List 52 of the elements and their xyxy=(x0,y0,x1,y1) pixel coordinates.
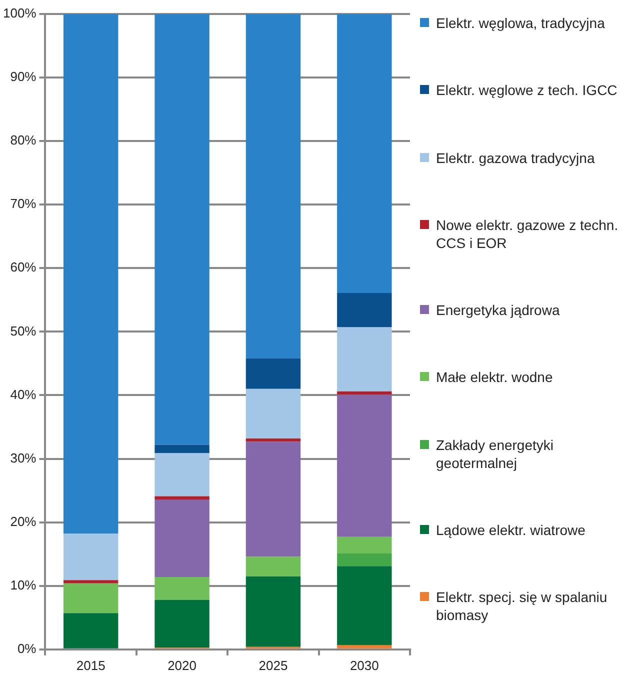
x-tick-label: 2015 xyxy=(76,658,106,673)
bar xyxy=(246,388,301,438)
y-tick-label: 0% xyxy=(17,640,37,656)
y-tick-label: 20% xyxy=(10,514,37,529)
x-tick-label: 2025 xyxy=(258,658,288,673)
y-tick-label: 10% xyxy=(10,577,37,592)
y-tick-label: 70% xyxy=(10,196,37,212)
bar xyxy=(154,600,210,648)
bar xyxy=(63,613,118,648)
legend-label: Małe elektr. wodne xyxy=(436,368,553,386)
bar xyxy=(337,553,392,566)
y-tick-label: 40% xyxy=(10,386,37,402)
x-tick-label: 2020 xyxy=(168,658,196,673)
bar xyxy=(337,394,392,537)
bar xyxy=(246,556,301,576)
bar xyxy=(154,453,210,496)
bar xyxy=(337,536,392,554)
legend-label: Elektr. specj. się w spalaniu biomasy xyxy=(436,588,608,624)
legend-label: Energetyka jądrowa xyxy=(436,301,560,319)
bar xyxy=(246,442,301,557)
y-tick-label: 100% xyxy=(3,6,37,21)
legend-label: Nowe elektr. gazowe z techn. CCS i EOR xyxy=(436,216,620,252)
bar xyxy=(246,14,301,358)
bar xyxy=(337,327,392,392)
bar xyxy=(154,576,210,600)
legend-label: Elektr. węglowa, tradycyjna xyxy=(436,14,605,32)
bar xyxy=(337,644,392,648)
bar xyxy=(63,580,118,584)
bar xyxy=(246,358,301,389)
bar xyxy=(246,438,301,442)
bar xyxy=(63,534,118,580)
legend-label: Elektr. węglowe z tech. IGCC xyxy=(436,81,618,100)
bar xyxy=(154,444,210,454)
bar xyxy=(337,14,392,293)
bar xyxy=(337,566,392,645)
y-tick-label: 30% xyxy=(10,450,37,466)
y-tick-label: 60% xyxy=(10,260,37,275)
y-tick-label: 80% xyxy=(10,132,37,148)
x-tick-label: 2030 xyxy=(350,658,379,673)
bar xyxy=(63,583,118,614)
y-tick-label: 50% xyxy=(10,323,37,338)
legend-label: Lądowe elektr. wiatrowe xyxy=(436,520,586,539)
bar xyxy=(63,14,118,534)
bar xyxy=(246,576,301,647)
bar xyxy=(154,14,210,445)
y-tick-label: 90% xyxy=(10,69,37,84)
legend-label: Elektr. gazowa tradycyjna xyxy=(436,148,595,166)
bar xyxy=(154,499,210,577)
bar xyxy=(337,292,392,328)
bar xyxy=(337,391,392,395)
bar xyxy=(154,496,210,500)
legend-label: Zakłady energetyki geotermalnej xyxy=(436,436,555,472)
